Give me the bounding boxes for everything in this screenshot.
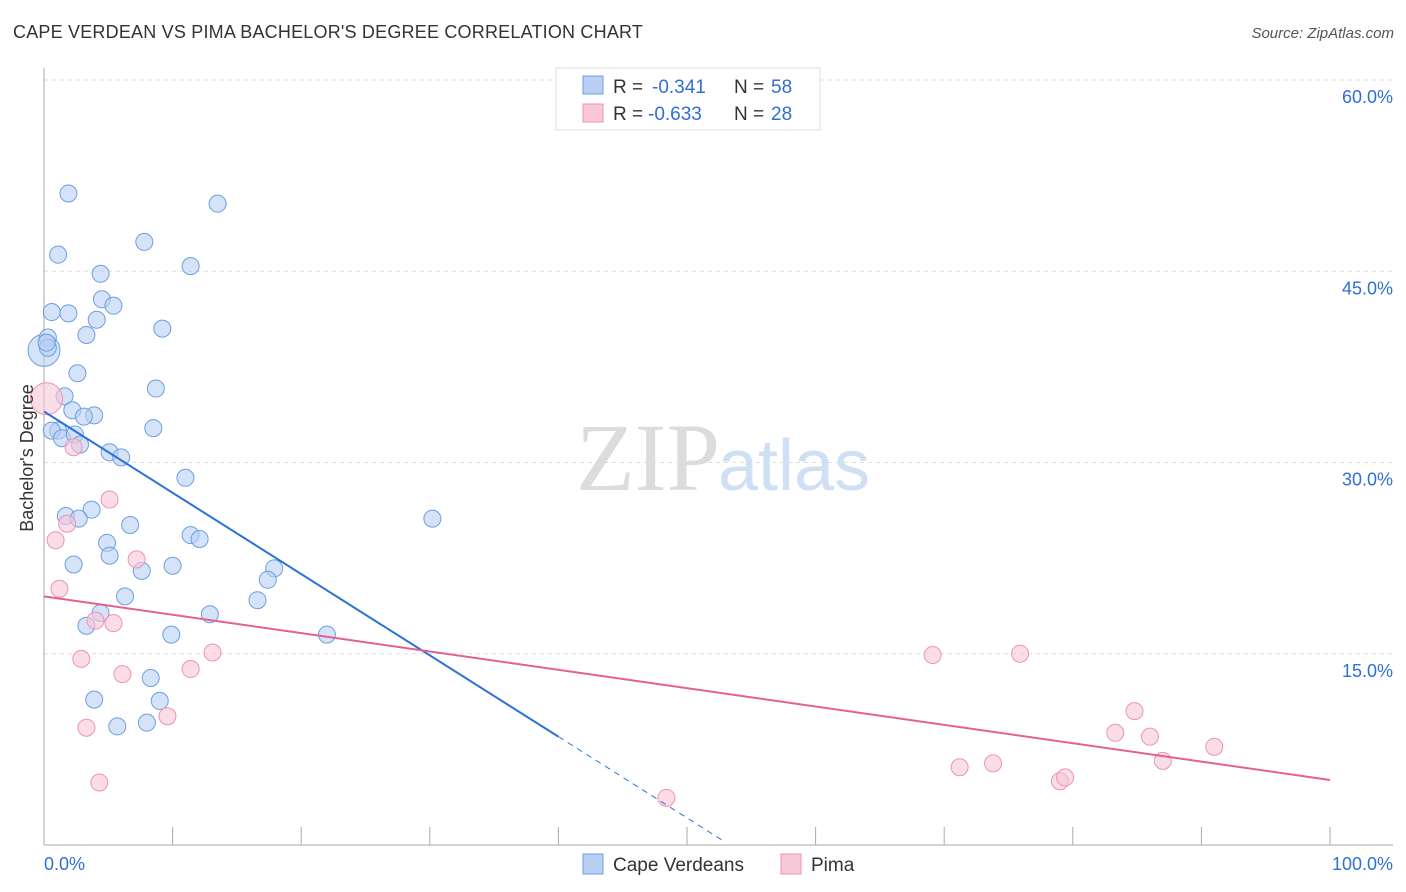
data-point xyxy=(42,303,61,322)
data-point xyxy=(104,614,123,633)
data-point xyxy=(258,570,277,589)
y-axis-label: Bachelor's Degree xyxy=(17,384,37,532)
series-swatch-cape-verdeans xyxy=(582,853,604,875)
data-point xyxy=(1140,727,1159,746)
data-point xyxy=(146,379,165,398)
data-point xyxy=(423,509,442,528)
data-point xyxy=(1205,737,1224,756)
data-point xyxy=(77,326,96,344)
watermark-atlas: atlas xyxy=(718,426,870,506)
data-point xyxy=(116,587,135,606)
data-point xyxy=(77,718,96,737)
watermark-zip: ZIP xyxy=(576,404,720,511)
axes xyxy=(43,68,1393,846)
data-point xyxy=(181,257,200,276)
series-swatch-pima xyxy=(780,853,802,875)
data-point xyxy=(150,691,169,710)
y-tick-label: 60.0% xyxy=(1342,87,1393,107)
data-point xyxy=(108,717,127,736)
data-point xyxy=(85,690,104,709)
data-point xyxy=(86,611,105,630)
data-point xyxy=(208,194,227,213)
legend-n-value: 28 xyxy=(771,104,792,125)
data-point xyxy=(162,625,181,644)
data-point xyxy=(90,773,109,792)
legend-swatch-blue xyxy=(582,75,604,95)
legend-n-label: N = xyxy=(734,104,764,125)
series-legend: Cape Verdeans Pima xyxy=(582,853,855,876)
data-point xyxy=(91,264,110,283)
data-point xyxy=(137,713,156,732)
data-point xyxy=(950,758,969,777)
x-tick-label-max: 100.0% xyxy=(1332,854,1393,874)
data-point xyxy=(100,490,119,509)
data-point xyxy=(1125,702,1144,721)
legend: R = -0.341 N = 58 R = -0.633 N = 28 xyxy=(555,67,821,131)
data-points xyxy=(27,184,1224,807)
data-point xyxy=(87,310,106,329)
data-point xyxy=(50,579,69,598)
data-point xyxy=(158,707,177,726)
data-point xyxy=(203,643,222,662)
data-point xyxy=(59,304,78,323)
legend-n-label: N = xyxy=(734,77,764,98)
x-tick-label-min: 0.0% xyxy=(44,854,85,874)
data-point xyxy=(923,646,942,665)
data-point xyxy=(64,555,83,574)
data-point xyxy=(82,500,101,519)
trend-line xyxy=(43,595,1331,781)
series-label-pima: Pima xyxy=(811,855,855,876)
data-point-large xyxy=(30,382,64,416)
data-point xyxy=(1011,644,1030,663)
data-point xyxy=(104,296,123,315)
y-tick-label: 45.0% xyxy=(1342,278,1393,298)
data-point xyxy=(58,514,77,533)
legend-r-label: R = xyxy=(613,104,643,125)
data-point xyxy=(317,625,336,644)
data-point xyxy=(176,468,195,487)
data-point xyxy=(248,591,267,610)
data-point xyxy=(68,364,87,383)
data-point xyxy=(1056,768,1075,787)
trend-lines xyxy=(43,410,1331,843)
y-tick-label: 15.0% xyxy=(1342,661,1393,681)
data-point xyxy=(181,660,200,679)
data-point xyxy=(64,438,83,457)
data-point xyxy=(141,668,160,687)
data-point xyxy=(135,232,154,251)
legend-n-value: 58 xyxy=(771,77,792,98)
legend-swatch-pink xyxy=(582,103,604,123)
data-point xyxy=(121,515,140,534)
data-point xyxy=(100,546,119,565)
data-point xyxy=(72,649,91,668)
data-point xyxy=(112,448,131,467)
series-label-cape-verdeans: Cape Verdeans xyxy=(613,855,744,876)
data-point xyxy=(1106,723,1125,742)
data-point xyxy=(144,419,163,438)
data-point xyxy=(190,530,209,548)
data-point xyxy=(46,531,65,550)
data-point xyxy=(74,407,93,426)
trend-line-extension xyxy=(558,736,726,843)
data-point xyxy=(163,556,182,575)
grid-lines xyxy=(44,79,1393,655)
data-point xyxy=(984,754,1003,773)
data-point xyxy=(657,788,676,807)
data-point xyxy=(127,550,146,569)
chart-title: CAPE VERDEAN VS PIMA BACHELOR'S DEGREE C… xyxy=(13,22,644,42)
data-point xyxy=(37,333,56,352)
trend-line xyxy=(43,410,559,738)
data-point xyxy=(153,319,172,338)
legend-r-value: -0.341 xyxy=(652,77,706,98)
legend-r-label: R = xyxy=(613,77,643,98)
data-point xyxy=(59,184,78,203)
data-point xyxy=(113,665,132,684)
legend-r-value: -0.633 xyxy=(648,104,702,125)
y-tick-label: 30.0% xyxy=(1342,470,1393,490)
source-label: Source: ZipAtlas.com xyxy=(1251,25,1394,42)
data-point xyxy=(49,245,68,264)
